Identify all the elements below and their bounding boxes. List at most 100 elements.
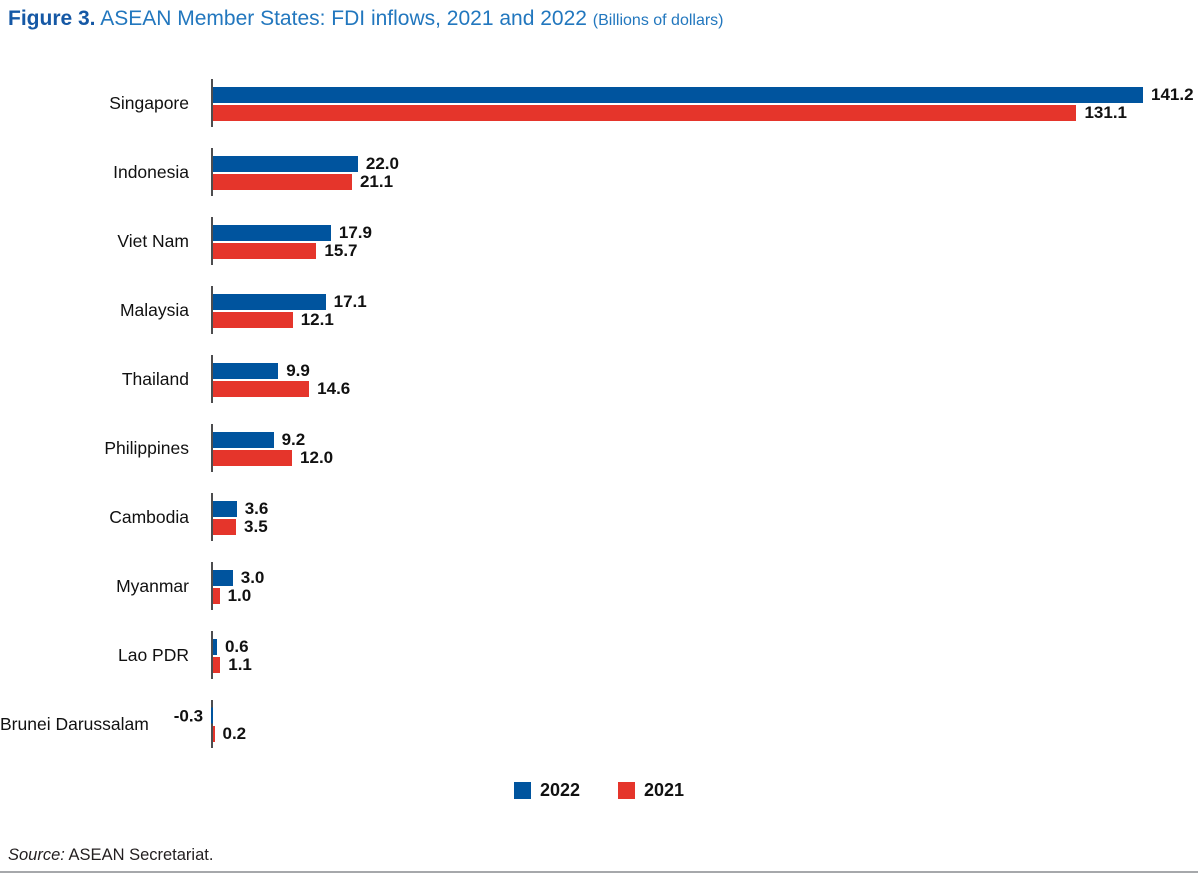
value-label-2021: 1.1 — [228, 655, 252, 674]
bar-line-2021: 15.7 — [213, 241, 358, 260]
category-label: Singapore — [109, 93, 189, 113]
value-label-2021: 15.7 — [324, 241, 358, 260]
bar-line-2021: 1.1 — [213, 655, 252, 674]
value-label-2022: 9.2 — [281, 430, 306, 449]
value-label-2021: 131.1 — [1084, 103, 1128, 122]
bar-line-2021: 12.0 — [213, 448, 334, 467]
value-label-2021: 12.0 — [300, 448, 334, 467]
bottom-divider — [0, 871, 1198, 873]
bar-2022 — [213, 155, 358, 172]
axis-tick — [211, 424, 213, 472]
chart-legend: 2022 2021 — [0, 781, 1198, 799]
bar-2021 — [213, 104, 1077, 121]
category-label: Viet Nam — [117, 231, 189, 251]
legend-item-2022: 2022 — [513, 780, 580, 800]
value-label-2021: 12.1 — [300, 310, 334, 329]
chart-row: Malaysia 17.1 12.1 — [0, 276, 1198, 345]
chart-row: Lao PDR 0.6 1.1 — [0, 621, 1198, 690]
negative-bar-group: -0.3 — [174, 707, 213, 724]
legend-swatch-icon — [513, 781, 531, 799]
bar-group: 3.0 1.0 — [213, 568, 265, 605]
bar-2022 — [213, 86, 1143, 103]
legend-item-2021: 2021 — [618, 781, 684, 799]
bar-2022 — [213, 569, 233, 586]
bar-2022 — [213, 431, 274, 448]
plot-area: 0.6 1.1 — [211, 621, 1198, 690]
category-label: Brunei Darussalam — [0, 714, 149, 734]
category-label: Cambodia — [109, 507, 189, 527]
bar-line-2021: 0.2 — [213, 724, 247, 743]
category-label: Lao PDR — [117, 645, 189, 665]
plot-area: 17.9 15.7 — [211, 207, 1198, 276]
bar-2021 — [213, 242, 317, 259]
plot-area: 3.0 1.0 — [211, 552, 1198, 621]
bar-group: 22.0 21.1 — [213, 154, 399, 191]
value-label-2022: 17.1 — [333, 292, 367, 311]
legend-swatch-icon — [618, 781, 635, 799]
bar-line-2022: 9.2 — [213, 430, 306, 449]
bar-line-2022: 141.2 — [213, 85, 1194, 104]
value-label-2021: 3.5 — [244, 517, 268, 536]
bar-line-2022: 0.6 — [213, 638, 249, 655]
plot-area: 22.0 21.1 — [211, 138, 1198, 207]
value-label-2021: 14.6 — [317, 379, 351, 398]
bar-2022 — [213, 224, 331, 241]
bar-line-2021: 131.1 — [213, 103, 1128, 122]
source-prefix: Source: — [8, 846, 65, 864]
category-label: Myanmar — [116, 576, 189, 596]
axis-tick — [211, 217, 213, 265]
chart-row: Cambodia 3.6 3.5 — [0, 483, 1198, 552]
bar-2021 — [213, 518, 237, 535]
figure-number: Figure 3. — [8, 7, 96, 30]
bar-group: 9.9 14.6 — [213, 361, 351, 398]
category-label: Malaysia — [119, 300, 189, 320]
bar-2021 — [213, 380, 310, 397]
axis-tick — [211, 631, 213, 679]
bar-2021 — [213, 656, 221, 673]
chart-row: Myanmar 3.0 1.0 — [0, 552, 1198, 621]
bar-line-2021: 3.5 — [213, 517, 268, 536]
category-label: Philippines — [104, 438, 189, 458]
bar-line-2021: 1.0 — [213, 586, 252, 605]
value-label-2021: 21.1 — [359, 172, 394, 191]
plot-area: 3.6 3.5 — [211, 483, 1198, 552]
value-label-2021: 0.2 — [222, 724, 247, 743]
figure-title: Figure 3. ASEAN Member States: FDI inflo… — [8, 5, 724, 35]
chart-row: Singapore 141.2 131.1 — [0, 69, 1198, 138]
value-label-2022: 3.0 — [240, 568, 265, 587]
bar-2022 — [211, 707, 213, 724]
chart-row: Brunei Darussalam -0.3 0.2 — [0, 690, 1198, 759]
value-label-2022: 141.2 — [1151, 85, 1194, 104]
bar-line-2022: 17.1 — [213, 292, 367, 311]
legend-label: 2021 — [644, 780, 685, 800]
bar-line-2022: 9.9 — [213, 361, 310, 380]
value-label-2021: 1.0 — [227, 586, 252, 605]
bar-group: 9.2 12.0 — [213, 430, 334, 467]
bar-line-2022: 17.9 — [213, 224, 372, 241]
bar-line-2022: 3.6 — [213, 500, 268, 517]
chart-row: Indonesia 22.0 21.1 — [0, 138, 1198, 207]
bar-group: -0.3 0.2 — [174, 707, 247, 743]
bar-line-2022: 22.0 — [213, 154, 399, 173]
bar-2022 — [213, 293, 326, 310]
bar-line-2021: 12.1 — [213, 310, 334, 329]
figure-unit-note: (Billions of dollars) — [592, 12, 724, 29]
axis-tick — [211, 355, 213, 403]
bar-line-2021: 14.6 — [213, 379, 351, 398]
bar-2022 — [213, 500, 237, 517]
axis-tick — [211, 148, 213, 196]
value-label-2022: 22.0 — [365, 154, 399, 173]
value-label-2022: 9.9 — [286, 361, 310, 380]
chart-row: Philippines 9.2 12.0 — [0, 414, 1198, 483]
bar-group: 17.9 15.7 — [213, 224, 372, 260]
plot-area: -0.3 0.2 — [174, 690, 1198, 759]
figure-title-text: ASEAN Member States: FDI inflows, 2021 a… — [95, 7, 593, 30]
bar-2021 — [213, 725, 215, 742]
value-label-2022: -0.3 — [173, 706, 204, 725]
bar-2021 — [213, 311, 293, 328]
bar-group: 141.2 131.1 — [213, 85, 1194, 122]
bar-line-2022: 3.0 — [213, 568, 265, 587]
category-label: Thailand — [121, 369, 189, 389]
chart-row: Viet Nam 17.9 15.7 — [0, 207, 1198, 276]
legend-label: 2022 — [539, 780, 580, 800]
